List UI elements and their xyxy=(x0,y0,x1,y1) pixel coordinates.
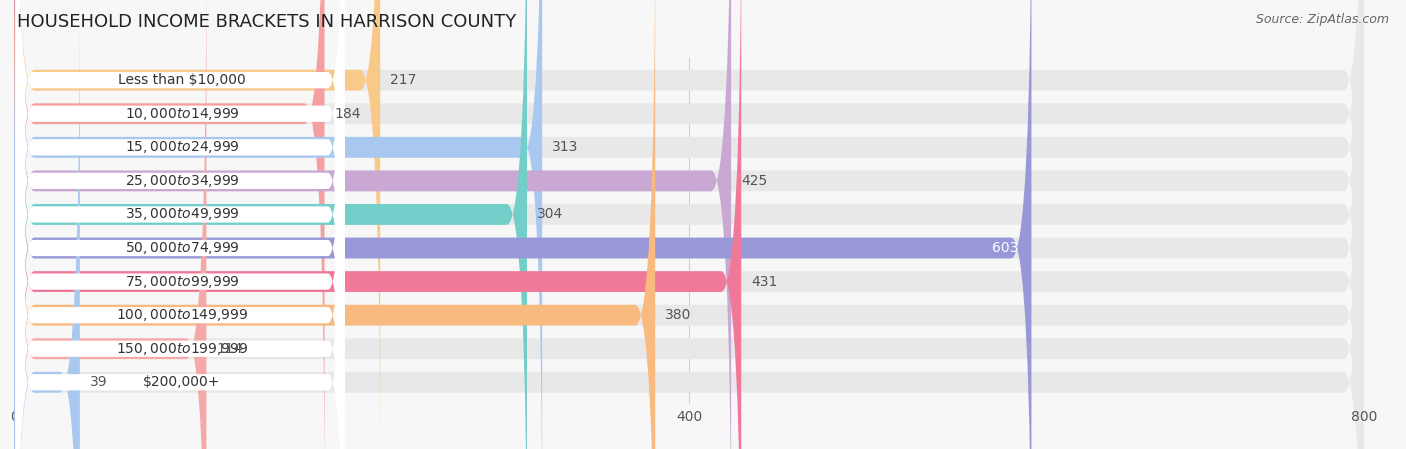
Text: 217: 217 xyxy=(391,73,416,87)
FancyBboxPatch shape xyxy=(15,0,344,449)
Text: 304: 304 xyxy=(537,207,564,221)
Text: Less than $10,000: Less than $10,000 xyxy=(118,73,246,87)
Text: $25,000 to $34,999: $25,000 to $34,999 xyxy=(125,173,239,189)
Text: 114: 114 xyxy=(217,342,243,356)
FancyBboxPatch shape xyxy=(15,0,344,449)
FancyBboxPatch shape xyxy=(14,0,1364,449)
FancyBboxPatch shape xyxy=(14,0,1364,449)
Text: $35,000 to $49,999: $35,000 to $49,999 xyxy=(125,207,239,222)
FancyBboxPatch shape xyxy=(14,0,741,449)
FancyBboxPatch shape xyxy=(14,0,1364,449)
FancyBboxPatch shape xyxy=(15,0,344,449)
FancyBboxPatch shape xyxy=(14,0,1364,449)
FancyBboxPatch shape xyxy=(15,21,344,449)
FancyBboxPatch shape xyxy=(14,0,207,449)
FancyBboxPatch shape xyxy=(14,0,1364,449)
Text: 39: 39 xyxy=(90,375,108,389)
FancyBboxPatch shape xyxy=(14,0,1364,449)
FancyBboxPatch shape xyxy=(14,0,543,449)
FancyBboxPatch shape xyxy=(14,0,655,449)
Text: $75,000 to $99,999: $75,000 to $99,999 xyxy=(125,273,239,290)
Text: 431: 431 xyxy=(751,275,778,289)
Text: 603: 603 xyxy=(991,241,1018,255)
FancyBboxPatch shape xyxy=(14,0,1364,449)
FancyBboxPatch shape xyxy=(15,55,344,449)
Text: 425: 425 xyxy=(741,174,768,188)
Text: $50,000 to $74,999: $50,000 to $74,999 xyxy=(125,240,239,256)
FancyBboxPatch shape xyxy=(15,0,344,449)
Text: $150,000 to $199,999: $150,000 to $199,999 xyxy=(115,341,247,357)
Text: Source: ZipAtlas.com: Source: ZipAtlas.com xyxy=(1256,13,1389,26)
FancyBboxPatch shape xyxy=(14,0,325,449)
Text: 380: 380 xyxy=(665,308,692,322)
FancyBboxPatch shape xyxy=(14,0,527,449)
Text: $100,000 to $149,999: $100,000 to $149,999 xyxy=(115,307,247,323)
FancyBboxPatch shape xyxy=(14,0,380,449)
FancyBboxPatch shape xyxy=(14,0,731,449)
FancyBboxPatch shape xyxy=(15,0,344,449)
FancyBboxPatch shape xyxy=(14,0,80,449)
FancyBboxPatch shape xyxy=(15,0,344,449)
Text: $200,000+: $200,000+ xyxy=(143,375,221,389)
FancyBboxPatch shape xyxy=(14,0,1364,449)
Text: 184: 184 xyxy=(335,107,361,121)
Text: 313: 313 xyxy=(553,141,579,154)
FancyBboxPatch shape xyxy=(15,0,344,441)
FancyBboxPatch shape xyxy=(14,0,1364,449)
Text: $10,000 to $14,999: $10,000 to $14,999 xyxy=(125,106,239,122)
Text: HOUSEHOLD INCOME BRACKETS IN HARRISON COUNTY: HOUSEHOLD INCOME BRACKETS IN HARRISON CO… xyxy=(17,13,516,31)
FancyBboxPatch shape xyxy=(14,0,1364,449)
FancyBboxPatch shape xyxy=(14,0,1032,449)
Text: $15,000 to $24,999: $15,000 to $24,999 xyxy=(125,139,239,155)
FancyBboxPatch shape xyxy=(15,0,344,408)
